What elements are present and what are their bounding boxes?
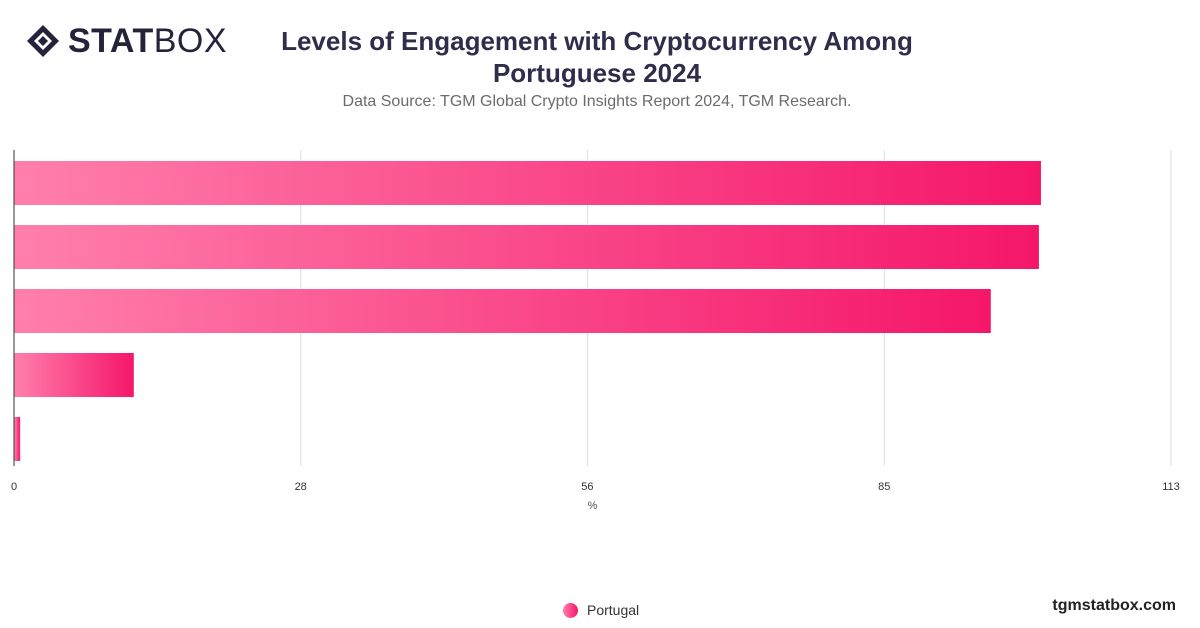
x-tick-label: 85 (878, 481, 890, 493)
statbox-logo: STATBOX (26, 24, 227, 58)
logo-wordmark: STATBOX (68, 24, 227, 58)
x-tick-label: 0 (11, 481, 17, 493)
statbox-diamond-icon (27, 25, 59, 57)
logo-text-light: BOX (153, 22, 228, 60)
x-tick-label: 113 (1162, 481, 1180, 493)
legend-swatch (563, 602, 578, 618)
chart-title: Levels of Engagement with Cryptocurrency… (281, 26, 913, 88)
footer-site: tgmstatbox.com (1052, 597, 1176, 614)
x-axis-label: % (588, 500, 598, 512)
bar-portugal-5[interactable] (14, 417, 21, 461)
logo-text-bold: STAT (68, 22, 154, 60)
x-tick-label: 56 (581, 481, 593, 493)
bar-portugal-2[interactable] (14, 225, 1039, 269)
legend[interactable]: Portugal (563, 602, 639, 618)
bar-portugal-1[interactable] (14, 161, 1041, 205)
x-tick-label: 28 (295, 481, 307, 493)
legend-label: Portugal (587, 602, 640, 618)
chart-subtitle: Data Source: TGM Global Crypto Insights … (342, 93, 852, 110)
bar-portugal-4[interactable] (14, 353, 134, 397)
bar-portugal-3[interactable] (14, 289, 991, 333)
